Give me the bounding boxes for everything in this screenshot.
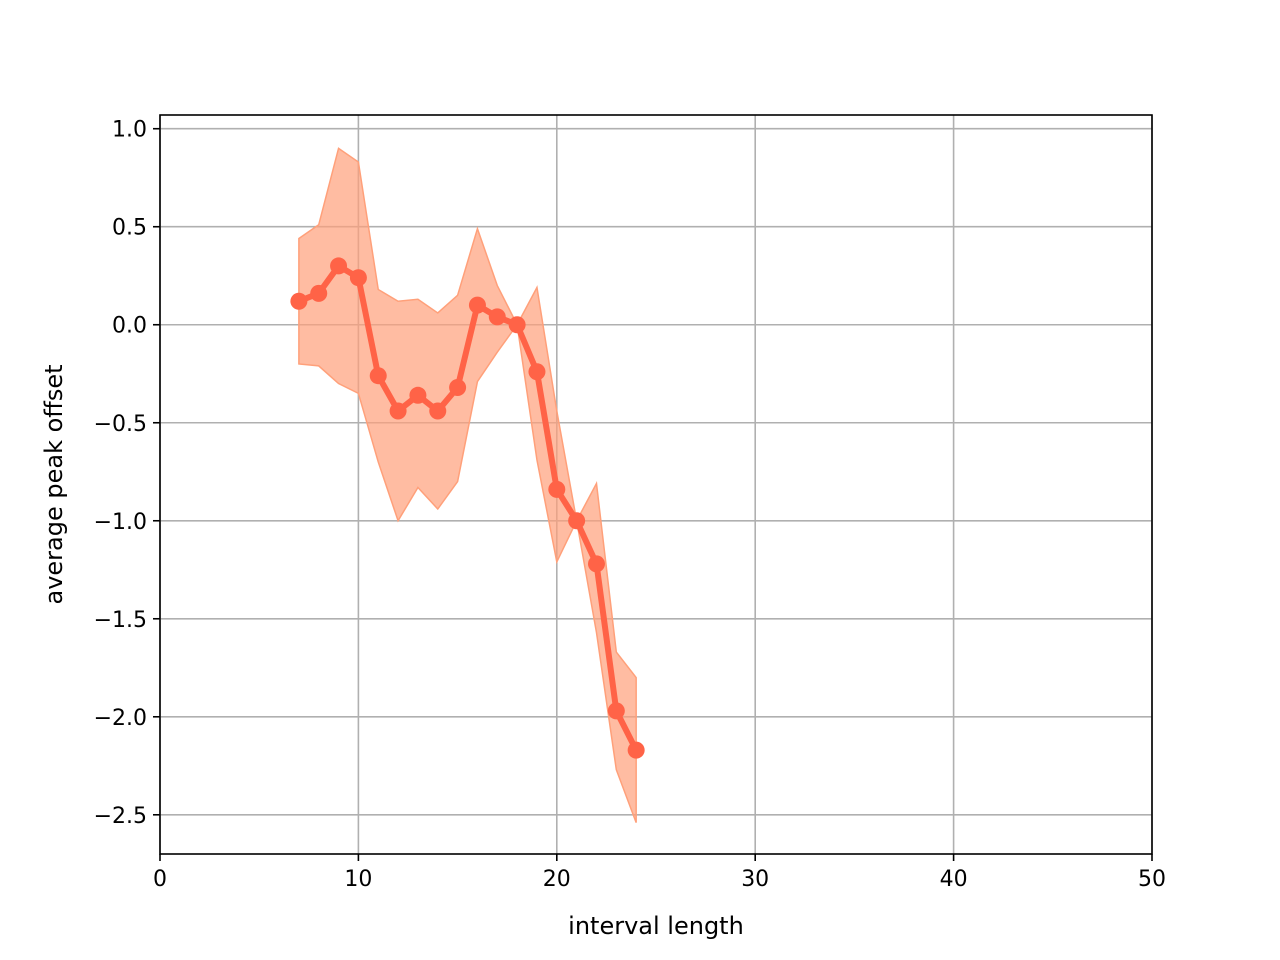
x-tick-label: 30 — [741, 867, 769, 892]
y-tick-label: −2.5 — [94, 804, 147, 829]
y-tick-label: 0.0 — [112, 314, 147, 339]
data-point — [449, 378, 467, 396]
data-point — [528, 363, 546, 381]
y-tick-label: −0.5 — [94, 412, 147, 437]
data-point — [290, 292, 308, 310]
axes-frame — [159, 114, 1153, 855]
data-point — [369, 367, 387, 385]
series-marker-layer — [290, 257, 645, 759]
data-point — [587, 555, 605, 573]
data-point — [349, 269, 367, 287]
x-axis-title: interval length — [568, 912, 744, 940]
data-point — [488, 308, 506, 326]
data-point — [508, 316, 526, 334]
data-point — [568, 512, 586, 530]
y-tick-label: −2.0 — [94, 706, 147, 731]
y-tick-label: −1.5 — [94, 608, 147, 633]
confidence-band — [298, 147, 637, 823]
data-point — [330, 257, 348, 275]
plot-area — [159, 114, 1153, 855]
x-tick-label: 50 — [1138, 867, 1166, 892]
x-tick-label: 10 — [344, 867, 372, 892]
y-axis-title: average peak offset — [40, 364, 68, 604]
y-tick-label: 1.0 — [112, 118, 147, 143]
confidence-band-layer — [298, 147, 637, 823]
data-point — [468, 296, 486, 314]
data-point — [310, 284, 328, 302]
x-tick-label: 0 — [153, 867, 167, 892]
y-tick-label: 0.5 — [112, 216, 147, 241]
data-point — [429, 402, 447, 420]
y-axis: 1.0 0.5 0.0 −0.5 −1.0 −1.5 −2.0 −2.5 — [94, 118, 160, 829]
data-point — [607, 702, 625, 720]
y-tick-label: −1.0 — [94, 510, 147, 535]
x-tick-label: 40 — [940, 867, 968, 892]
data-point — [627, 741, 645, 759]
data-point — [389, 402, 407, 420]
x-tick-label: 20 — [543, 867, 571, 892]
data-point — [409, 386, 427, 404]
data-point — [548, 480, 566, 498]
x-axis: 0 10 20 30 40 50 — [153, 854, 1166, 892]
